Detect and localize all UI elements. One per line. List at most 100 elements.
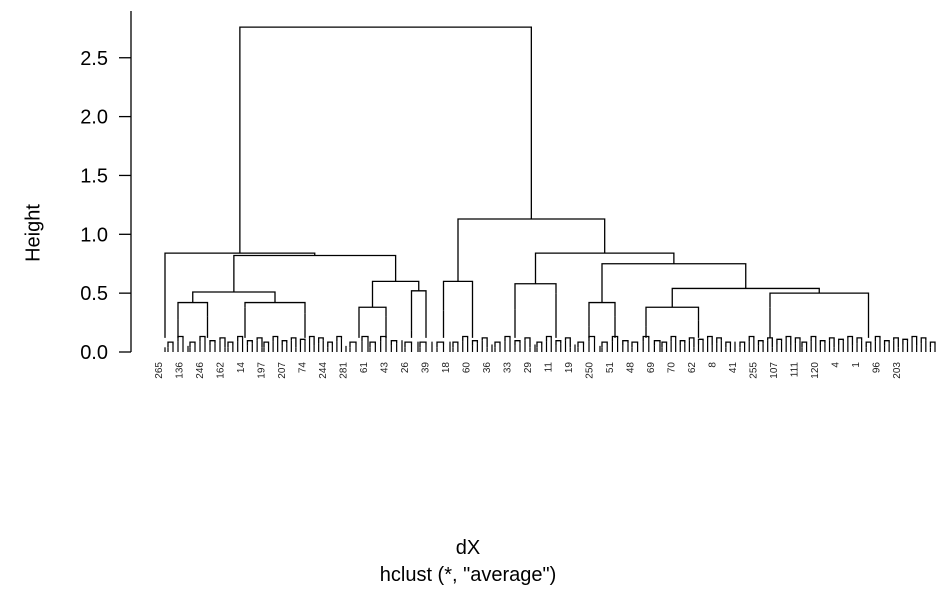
dendrogram-branch bbox=[349, 341, 357, 348]
dendrogram-branch bbox=[167, 341, 174, 348]
dendrogram-branch bbox=[767, 337, 773, 348]
dendrogram-branch bbox=[209, 340, 216, 346]
leaf-label: 246 bbox=[195, 362, 206, 379]
dendrogram-branch bbox=[856, 337, 863, 344]
dendrogram-branch bbox=[748, 335, 755, 342]
dendrogram-branch bbox=[177, 335, 184, 342]
dendrogram-branch bbox=[227, 341, 234, 348]
dendrogram-branch bbox=[336, 335, 343, 342]
leaf-label: 19 bbox=[564, 362, 575, 374]
dendrogram-branch bbox=[361, 335, 369, 342]
dendrogram-branch bbox=[847, 335, 854, 346]
dendrogram-merge bbox=[233, 254, 397, 292]
dendrogram-merge bbox=[645, 306, 700, 327]
leaf-label: 203 bbox=[892, 362, 903, 379]
dendrogram-branch bbox=[481, 337, 488, 348]
dendrogram-branch bbox=[404, 341, 413, 348]
dendrogram-branch bbox=[246, 340, 253, 346]
dendrogram-branch bbox=[419, 341, 427, 348]
dendrogram-leaves bbox=[164, 338, 936, 352]
leaf-label: 18 bbox=[441, 362, 452, 374]
dendrogram-branch bbox=[819, 340, 826, 346]
y-tick-label: 0.5 bbox=[80, 283, 108, 305]
leaf-label: 107 bbox=[769, 362, 780, 379]
dendrogram-branch bbox=[785, 335, 792, 346]
chart-subtitle: hclust (*, "average") bbox=[379, 564, 557, 586]
leaf-label: 33 bbox=[503, 362, 514, 374]
dendrogram-branch bbox=[653, 340, 661, 346]
leaf-label: 162 bbox=[216, 362, 227, 379]
dendrogram-branch bbox=[874, 335, 881, 342]
dendrogram-merge bbox=[239, 26, 532, 254]
y-tick-label: 2.0 bbox=[80, 107, 108, 129]
dendrogram-branch bbox=[380, 335, 387, 342]
dendrogram-branch bbox=[801, 341, 808, 348]
dendrogram-branch bbox=[256, 337, 263, 348]
dendrogram-merge bbox=[164, 252, 316, 338]
leaf-label: 43 bbox=[380, 362, 391, 374]
dendrogram-branch bbox=[929, 341, 936, 348]
dendrogram-branch bbox=[631, 341, 639, 348]
dendrogram-merge bbox=[514, 283, 557, 310]
leaf-label: 255 bbox=[749, 362, 760, 379]
leaf-label: 250 bbox=[585, 362, 596, 379]
dendrogram-merge bbox=[457, 218, 606, 282]
dendrogram-merge bbox=[244, 301, 306, 314]
leaf-label: 39 bbox=[421, 362, 432, 374]
dendrogram-branch bbox=[776, 338, 783, 345]
dendrogram-branch bbox=[739, 341, 746, 348]
dendrogram-merge bbox=[534, 252, 675, 284]
dendrogram-branch bbox=[577, 341, 585, 348]
leaf-label: 8 bbox=[708, 362, 719, 368]
dendrogram-branch bbox=[706, 335, 713, 346]
dendrogram-branch bbox=[308, 335, 315, 346]
dendrogram-branch bbox=[865, 341, 872, 348]
y-tick-label: 2.5 bbox=[80, 48, 108, 70]
leaf-label: 36 bbox=[482, 362, 493, 374]
dendrogram-branch bbox=[670, 335, 677, 342]
leaf-label: 70 bbox=[667, 362, 678, 374]
dendrogram-branch bbox=[555, 340, 562, 346]
y-tick-label: 1.5 bbox=[80, 165, 108, 187]
dendrogram-branch bbox=[281, 340, 288, 346]
dendrogram-branch bbox=[810, 335, 817, 342]
y-axis-label: Height bbox=[22, 204, 45, 262]
dendrogram-branch bbox=[219, 337, 226, 348]
y-tick-label: 0.0 bbox=[80, 342, 108, 364]
dendrogram-branch bbox=[369, 341, 376, 348]
dendrogram-branch bbox=[272, 335, 279, 342]
dendrogram-branch bbox=[263, 341, 270, 348]
leaf-label: 29 bbox=[523, 362, 534, 374]
dendrogram-merge bbox=[358, 306, 387, 329]
leaf-label: 136 bbox=[175, 362, 186, 379]
leaf-label: 69 bbox=[646, 362, 657, 374]
dendrogram-branch bbox=[471, 340, 479, 346]
dendrogram-branch bbox=[504, 335, 511, 342]
leaf-labels: 265 136 246 162 14 197 207 74 244 281 61 43 26 39 18 60… bbox=[154, 362, 903, 379]
dendrogram-branch bbox=[189, 341, 196, 348]
leaf-label: 14 bbox=[236, 362, 247, 374]
dendrogram-branch bbox=[893, 337, 899, 348]
dendrogram-branch bbox=[661, 341, 668, 348]
dendrogram-branch bbox=[327, 341, 333, 348]
dendrogram-branch bbox=[902, 338, 909, 345]
dendrogram-branch bbox=[622, 340, 629, 346]
leaf-label: 74 bbox=[298, 362, 309, 374]
dendrogram-branch bbox=[390, 340, 398, 346]
dendrogram-merge bbox=[769, 292, 870, 309]
dendrogram-merge bbox=[192, 291, 276, 303]
dendrogram-branch bbox=[838, 338, 844, 345]
dendrogram-branch bbox=[588, 335, 596, 342]
dendrogram-branch bbox=[688, 337, 695, 348]
dendrogram-branch bbox=[237, 335, 244, 342]
leaf-label: 265 bbox=[154, 362, 165, 379]
leaf-label: 1 bbox=[851, 362, 862, 368]
dendrogram-branch bbox=[920, 337, 927, 344]
dendrogram-merge bbox=[601, 263, 747, 303]
dendrogram-branch bbox=[318, 337, 324, 344]
dendrogram-branch bbox=[601, 341, 608, 348]
dendrogram-merge bbox=[671, 287, 820, 308]
leaf-label: 51 bbox=[605, 362, 616, 374]
leaf-label: 11 bbox=[544, 362, 555, 373]
